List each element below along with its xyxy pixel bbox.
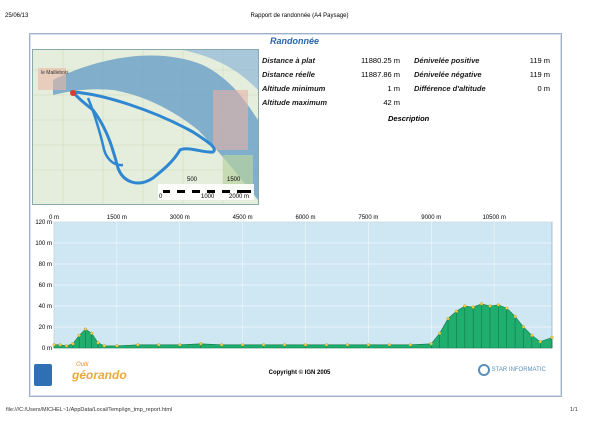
elevation-point	[115, 344, 119, 348]
elevation-point	[303, 343, 308, 347]
y-tick-label: 60 m	[39, 283, 52, 289]
logo-right-text: STAR INFORMATIC	[491, 367, 546, 373]
elevation-point	[199, 342, 203, 346]
report-title: Randonnée	[269, 36, 319, 46]
map-svg	[33, 50, 258, 204]
elevation-point	[283, 343, 287, 347]
stat-value-altitude-min: 1 m	[387, 84, 400, 93]
logo-left-subtext: Outil	[76, 362, 89, 368]
stat-value-denivelee-negative: 119 m	[529, 70, 550, 79]
elevation-point	[220, 343, 224, 347]
star-informatic-icon	[478, 364, 490, 376]
y-tick-label: 0 m	[42, 346, 52, 352]
elevation-point	[488, 304, 492, 308]
elevation-point	[58, 343, 62, 347]
elevation-point	[157, 343, 161, 347]
stat-value-altitude-max: 42 m	[383, 98, 400, 107]
file-path: file:///C:/Users/MICHEL~1/AppData/Local/…	[6, 407, 173, 413]
map-scale-label-0: 0	[159, 194, 163, 200]
elevation-point	[345, 343, 349, 347]
elevation-point	[52, 343, 56, 347]
elevation-profile-chart: 120 m 100 m 80 m 60 m 40 m 20 m 0 m 0 m 1500 m 30…	[35, 215, 554, 352]
elevation-point	[65, 344, 69, 348]
elevation-point	[446, 317, 450, 321]
description-label: Description	[388, 114, 430, 123]
elevation-point	[454, 309, 458, 313]
elevation-point	[538, 340, 542, 344]
stat-label-denivelee-negative: Dénivelée négative	[414, 70, 482, 79]
stat-value-distance-reelle: 11887.86 m	[360, 70, 400, 79]
stat-label-altitude-min: Altitude minimum	[262, 84, 326, 93]
elevation-point	[438, 331, 442, 335]
ign-logo-icon	[34, 364, 52, 386]
elevation-point	[513, 314, 517, 319]
map-scale-label-2000: 2000 m	[229, 194, 250, 200]
elevation-point	[463, 304, 467, 308]
map-scale-label-500: 500	[187, 177, 198, 183]
map-scale-label-1000: 1000	[201, 194, 215, 200]
elevation-point	[480, 302, 484, 306]
elevation-point	[102, 344, 106, 348]
stat-value-difference-altitude: 0 m	[537, 84, 550, 93]
y-tick-label: 100 m	[35, 241, 52, 247]
elevation-point	[71, 342, 75, 346]
header-date: 25/06/13	[5, 13, 29, 19]
stat-label-altitude-max: Altitude maximum	[262, 98, 328, 107]
x-tick-label: 6000 m	[296, 215, 316, 221]
stat-label-distance-reelle: Distance réelle	[262, 70, 315, 79]
elevation-point	[505, 306, 509, 310]
elevation-point	[366, 343, 370, 347]
x-tick-label: 0 m	[49, 215, 59, 221]
elevation-point	[429, 342, 433, 346]
elevation-point	[530, 333, 534, 337]
stat-label-distance-plat: Distance à plat	[262, 56, 315, 65]
x-tick-label: 7500 m	[358, 215, 378, 221]
y-tick-label: 40 m	[39, 304, 52, 310]
x-tick-label: 4500 m	[233, 215, 253, 221]
elevation-point	[77, 333, 81, 337]
logo-left-text: géorando	[72, 368, 127, 382]
route-map: le Maillebois 500 1500 0 1000 2000 m	[32, 49, 259, 205]
stat-label-denivelee-positive: Dénivelée positive	[414, 56, 480, 65]
elevation-point	[521, 325, 526, 329]
stat-value-distance-plat: 11880.25 m	[360, 56, 400, 65]
elevation-point	[387, 343, 391, 347]
header-title: Rapport de randonnée (A4 Paysage)	[250, 13, 349, 19]
x-tick-label: 10500 m	[482, 215, 505, 221]
georando-logo: Outil géorando	[34, 362, 134, 388]
elevation-point	[96, 341, 100, 345]
elevation-point	[550, 335, 554, 340]
x-tick-label: 3000 m	[170, 215, 190, 221]
y-tick-label: 120 m	[35, 220, 52, 226]
elevation-point	[324, 343, 329, 347]
elevation-point	[262, 343, 266, 347]
elevation-point	[178, 343, 182, 347]
x-tick-label: 1500 m	[107, 215, 127, 221]
y-tick-label: 20 m	[39, 325, 52, 331]
stat-value-denivelee-positive: 119 m	[529, 56, 550, 65]
y-tick-label: 80 m	[39, 262, 52, 268]
elevation-point	[136, 343, 140, 347]
elevation-point	[408, 343, 412, 347]
elevation-point	[90, 331, 94, 335]
footer-copyright: Copyright © IGN 2005	[268, 370, 331, 376]
elevation-point	[496, 303, 500, 307]
elevation-point	[241, 343, 245, 347]
elevation-point	[471, 305, 475, 309]
stat-label-difference-altitude: Différence d'altitude	[414, 84, 486, 93]
map-place-label: le Maillebois	[41, 70, 69, 76]
page-number: 1/1	[570, 407, 578, 413]
map-scale-label-1500: 1500	[227, 177, 241, 183]
x-tick-label: 9000 m	[421, 215, 441, 221]
star-informatic-logo: STAR INFORMATIC	[478, 364, 558, 378]
elevation-point	[83, 327, 87, 331]
